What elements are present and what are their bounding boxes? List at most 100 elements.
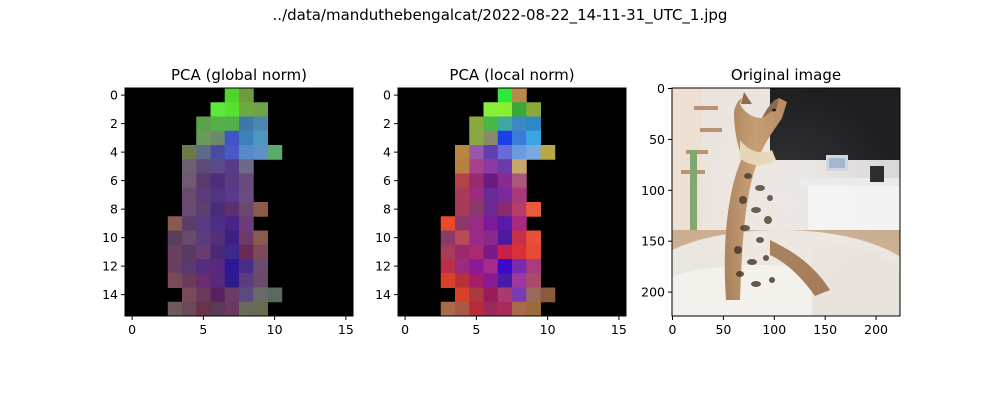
heatmap-cell (497, 244, 513, 260)
heatmap-cell (196, 301, 211, 317)
heatmap-cell (210, 102, 226, 117)
heatmap-cell (239, 173, 254, 189)
heatmap-cell (239, 202, 254, 217)
panel-original-image: Original image (641, 66, 901, 337)
heatmap-cell (512, 216, 527, 231)
heatmap-cell (469, 216, 484, 231)
heatmap-cell (455, 159, 470, 174)
heatmap-cell (469, 301, 484, 317)
heatmap-cell (210, 202, 226, 217)
heatmap-cell (210, 273, 226, 288)
heatmap-cell (469, 173, 484, 189)
heatmap-cell (526, 230, 541, 246)
heatmap-cell (210, 259, 226, 274)
heatmap-cell (512, 230, 527, 246)
heatmap-cell (469, 187, 484, 203)
heatmap-cell (224, 244, 240, 260)
heatmap-cell (483, 259, 499, 274)
heatmap-cell (440, 301, 456, 317)
heatmap-cell (253, 244, 268, 260)
heatmap-cell (469, 287, 484, 303)
heatmap-cell (483, 244, 499, 260)
axes-frame (671, 87, 901, 317)
heatmap-cell (526, 102, 541, 117)
y-tick-label: 8 (110, 202, 118, 217)
heatmap-cell (483, 187, 499, 203)
heatmap-cell (253, 130, 268, 146)
heatmap-cell (239, 102, 254, 117)
heatmap-cell (440, 216, 456, 231)
heatmap-cell (224, 88, 240, 103)
panel-title: Original image (731, 66, 841, 84)
heatmap-cell (497, 173, 513, 189)
x-tick-label: 100 (762, 322, 786, 337)
heatmap-cell (253, 102, 268, 117)
heatmap-cell (196, 159, 211, 174)
heatmap-cell (210, 130, 226, 146)
x-tick-label: 0 (669, 322, 677, 337)
heatmap-cell (210, 244, 226, 260)
heatmap-cell (196, 130, 211, 146)
y-tick-label: 6 (383, 173, 391, 188)
heatmap-cell (469, 130, 484, 146)
y-tick-label: 2 (110, 116, 118, 131)
y-tick-label: 0 (657, 81, 665, 96)
heatmap-cell (224, 202, 240, 217)
heatmap-cell (540, 287, 556, 303)
y-tick-label: 200 (641, 285, 665, 300)
panel-pca-global-norm: PCA (global norm) 0 5 10 15 0 2 4 6 8 10 12 14 (102, 66, 354, 337)
heatmap-cell (455, 202, 470, 217)
panel-title: PCA (local norm) (449, 66, 574, 84)
heatmap-cell (182, 259, 197, 274)
y-tick-label: 2 (383, 116, 391, 131)
heatmap-cell (196, 244, 211, 260)
heatmap-cell (483, 202, 499, 217)
heatmap-cell (512, 116, 527, 132)
heatmap-cell (469, 259, 484, 274)
heatmap-cell (526, 259, 541, 274)
heatmap-cell (497, 187, 513, 203)
heatmap-cell (483, 116, 499, 132)
heatmap-cell (196, 173, 211, 189)
heatmap-cell (239, 116, 254, 132)
heatmap-cell (210, 287, 226, 303)
heatmap-cell (253, 273, 268, 288)
y-tick-label: 10 (102, 230, 118, 245)
heatmap-cell (224, 130, 240, 146)
heatmap-cell (440, 244, 456, 260)
heatmap-cell (455, 230, 470, 246)
heatmap-cell (497, 287, 513, 303)
heatmap-cell (512, 130, 527, 146)
x-tick-label: 5 (199, 322, 207, 337)
heatmap-cell (182, 173, 197, 189)
heatmap-cell (224, 159, 240, 174)
heatmap-cell (469, 145, 484, 160)
heatmap-cell (182, 187, 197, 203)
heatmap-cell (526, 301, 541, 317)
y-tick-label: 100 (641, 183, 665, 198)
heatmap-cell (526, 116, 541, 132)
heatmap-cell (526, 287, 541, 303)
heatmap-cell (253, 287, 268, 303)
x-tick-label: 15 (338, 322, 354, 337)
heatmap-cell (497, 259, 513, 274)
heatmap-cell (440, 259, 456, 274)
heatmap-cell (239, 230, 254, 246)
heatmap-cell (182, 273, 197, 288)
y-tick-label: 14 (375, 287, 391, 302)
heatmap-cell (167, 216, 183, 231)
heatmap-cell (455, 273, 470, 288)
heatmap-cell (224, 145, 240, 160)
heatmap-cell (455, 301, 470, 317)
heatmap-cell (483, 145, 499, 160)
heatmap-cell (469, 230, 484, 246)
original-cat-photo (672, 88, 900, 316)
heatmap-cell (455, 216, 470, 231)
heatmap-cell (239, 287, 254, 303)
heatmap-cell (512, 88, 527, 103)
heatmap-cell (455, 259, 470, 274)
heatmap-cell (512, 187, 527, 203)
x-tick-label: 10 (540, 322, 556, 337)
heatmap-cell (483, 102, 499, 117)
